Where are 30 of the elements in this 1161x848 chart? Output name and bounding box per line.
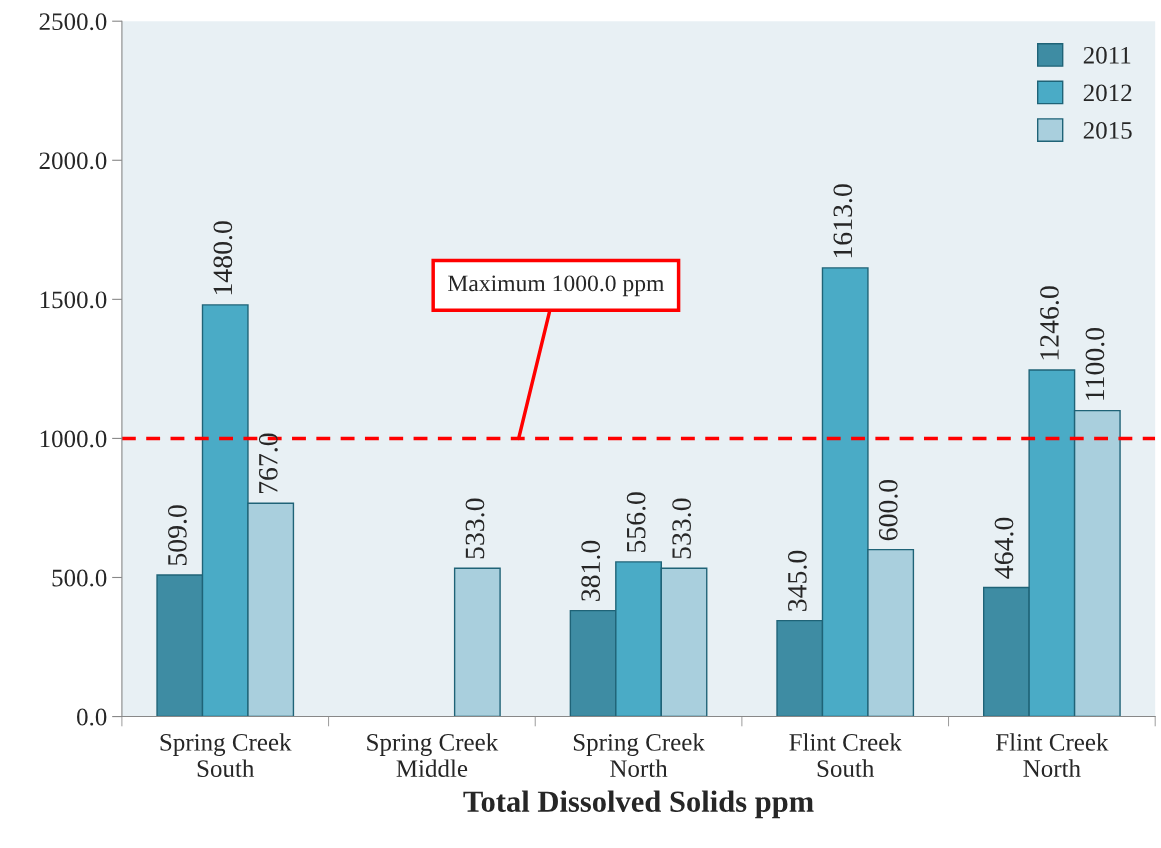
y-tick-label: 1500.0 (40, 291, 107, 309)
x-axis-title: Total Dissolved Solids ppm (463, 790, 814, 819)
legend-label: 2012 (1083, 84, 1132, 102)
bar (453, 567, 501, 717)
data-label: 1480.0 (213, 221, 233, 295)
legend-label: 2011 (1083, 46, 1131, 64)
legend-label: 2015 (1083, 121, 1132, 139)
y-tick-label: 500.0 (52, 569, 107, 587)
data-label: 556.0 (626, 492, 646, 552)
data-label: 381.0 (581, 540, 601, 601)
x-tick-label: Flint Creek South (789, 733, 902, 777)
ref-line-label: Maximum 1000.0 ppm (448, 275, 665, 297)
data-label: 1613.0 (833, 184, 853, 258)
data-label: 1100.0 (1085, 327, 1105, 400)
data-label: 533.0 (465, 498, 485, 559)
data-label: 345.0 (787, 550, 807, 611)
y-tick-label: 0.0 (77, 708, 107, 726)
y-tick-label: 2500.0 (39, 13, 107, 31)
x-tick-label: Spring Creek North (573, 733, 705, 778)
x-tick-label: Flint Creek North (995, 733, 1109, 777)
data-label: 533.0 (672, 498, 692, 559)
x-tick-label: Spring Creek South (160, 733, 292, 778)
data-label: 1246.0 (1040, 286, 1059, 360)
data-label: 600.0 (878, 479, 898, 541)
data-label: 767.0 (258, 433, 278, 494)
data-label: 464.0 (994, 517, 1014, 579)
y-tick-label: 1000.0 (40, 430, 107, 448)
x-tick-label: Spring Creek Middle (367, 733, 499, 778)
data-label: 509.0 (167, 505, 187, 566)
y-tick-label: 2000.0 (39, 152, 107, 170)
